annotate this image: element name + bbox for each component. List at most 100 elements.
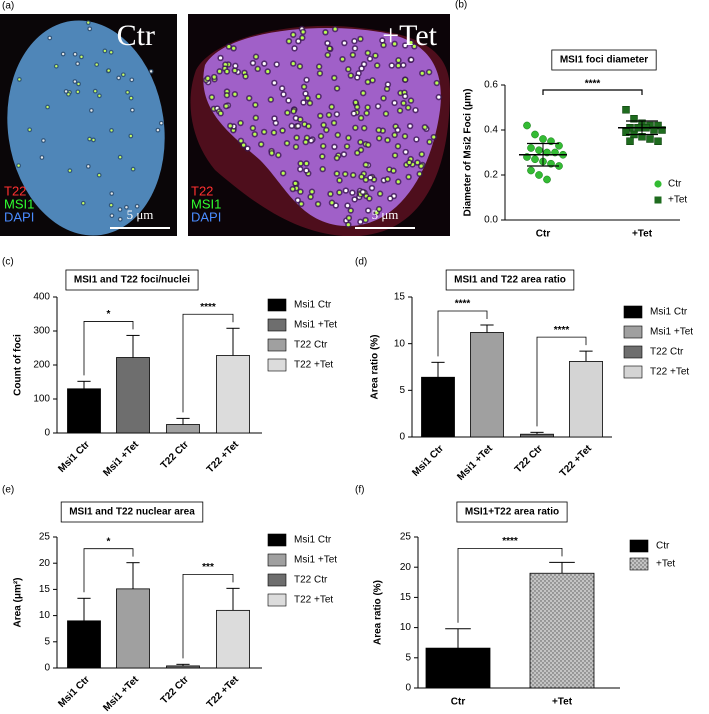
legend-label: T22 Ctr	[294, 575, 328, 586]
focus	[333, 27, 337, 31]
focus	[262, 62, 266, 66]
focus	[266, 69, 270, 74]
focus	[378, 192, 382, 196]
focus	[156, 128, 160, 132]
legend-swatch	[629, 557, 649, 571]
significance-label: ****	[455, 299, 471, 310]
focus	[366, 208, 370, 213]
focus	[381, 96, 386, 100]
focus	[393, 153, 397, 157]
focus	[88, 137, 91, 141]
legend-label: T22 +Tet	[294, 595, 333, 606]
y-tick-label: 5	[44, 636, 50, 647]
bar	[421, 376, 455, 438]
legend-swatch	[623, 365, 643, 379]
legend-swatch	[267, 318, 287, 332]
x-tick-label: Ctr	[451, 697, 466, 708]
y-tick-label: 100	[33, 394, 50, 405]
focus	[298, 167, 302, 171]
focus	[129, 134, 133, 138]
y-tick-label: 0	[399, 432, 405, 443]
focus	[349, 73, 353, 78]
x-tick-label: Msi1 +Tet	[455, 443, 495, 483]
focus	[370, 78, 375, 82]
focus	[414, 137, 419, 142]
focus	[435, 81, 439, 85]
focus	[332, 121, 336, 125]
data-point	[527, 166, 535, 175]
focus	[55, 65, 58, 68]
focus	[280, 86, 284, 90]
focus	[95, 63, 98, 66]
focus	[349, 208, 353, 213]
focus	[318, 71, 322, 75]
focus	[359, 116, 363, 120]
y-axis-label: Count of foci	[13, 334, 24, 396]
focus	[233, 64, 237, 68]
focus	[363, 218, 368, 222]
focus	[280, 128, 285, 133]
x-tick-label: T22 +Tet	[205, 674, 242, 711]
bar	[520, 433, 554, 438]
data-point	[654, 137, 662, 145]
focus	[419, 164, 423, 168]
focus	[332, 145, 337, 149]
focus	[377, 136, 381, 140]
focus	[210, 95, 214, 99]
focus	[292, 109, 296, 113]
focus	[408, 124, 412, 128]
focus	[298, 190, 303, 194]
focus	[361, 91, 365, 95]
focus	[80, 55, 83, 59]
focus	[110, 214, 114, 217]
focus	[253, 132, 257, 136]
focus	[368, 175, 372, 180]
channel-label: T22	[191, 183, 213, 198]
legend-swatch	[267, 358, 287, 372]
focus	[403, 94, 407, 98]
y-tick-label: 300	[33, 326, 50, 337]
focus	[350, 191, 354, 195]
focus	[396, 128, 400, 132]
focus	[325, 41, 330, 45]
focus	[46, 105, 49, 109]
focus	[343, 172, 347, 176]
legend-swatch	[623, 325, 643, 339]
x-tick-label: +Tet	[632, 229, 653, 240]
legend-swatch	[267, 573, 287, 587]
legend-marker	[654, 196, 662, 204]
focus	[377, 128, 381, 132]
channel-label: DAPI	[191, 209, 221, 224]
panel-label: (b)	[455, 0, 467, 11]
focus	[281, 92, 286, 96]
focus	[117, 76, 120, 80]
legend-label: Msi1 +Tet	[650, 327, 693, 338]
focus	[238, 121, 243, 125]
focus	[98, 94, 101, 98]
focus	[330, 201, 334, 205]
focus	[328, 192, 333, 196]
focus	[109, 203, 113, 207]
focus	[355, 105, 359, 109]
focus	[403, 43, 407, 48]
focus	[61, 52, 65, 56]
y-tick-label: 10	[394, 338, 406, 349]
focus	[301, 100, 306, 105]
focus	[401, 63, 405, 67]
bar	[529, 572, 595, 689]
focus	[359, 175, 364, 179]
focus	[332, 76, 336, 80]
focus	[304, 168, 308, 173]
y-tick-label: 0.0	[484, 215, 498, 226]
focus	[345, 203, 350, 208]
focus	[88, 27, 91, 31]
image-title: +Tet	[382, 19, 437, 52]
focus	[28, 128, 31, 131]
significance-bracket	[83, 548, 134, 593]
y-tick-label: 5	[399, 385, 405, 396]
focus	[305, 96, 310, 100]
focus	[344, 188, 348, 193]
focus	[381, 129, 385, 133]
focus	[107, 69, 110, 72]
chart-title: MSI1 foci diameter	[560, 55, 648, 66]
